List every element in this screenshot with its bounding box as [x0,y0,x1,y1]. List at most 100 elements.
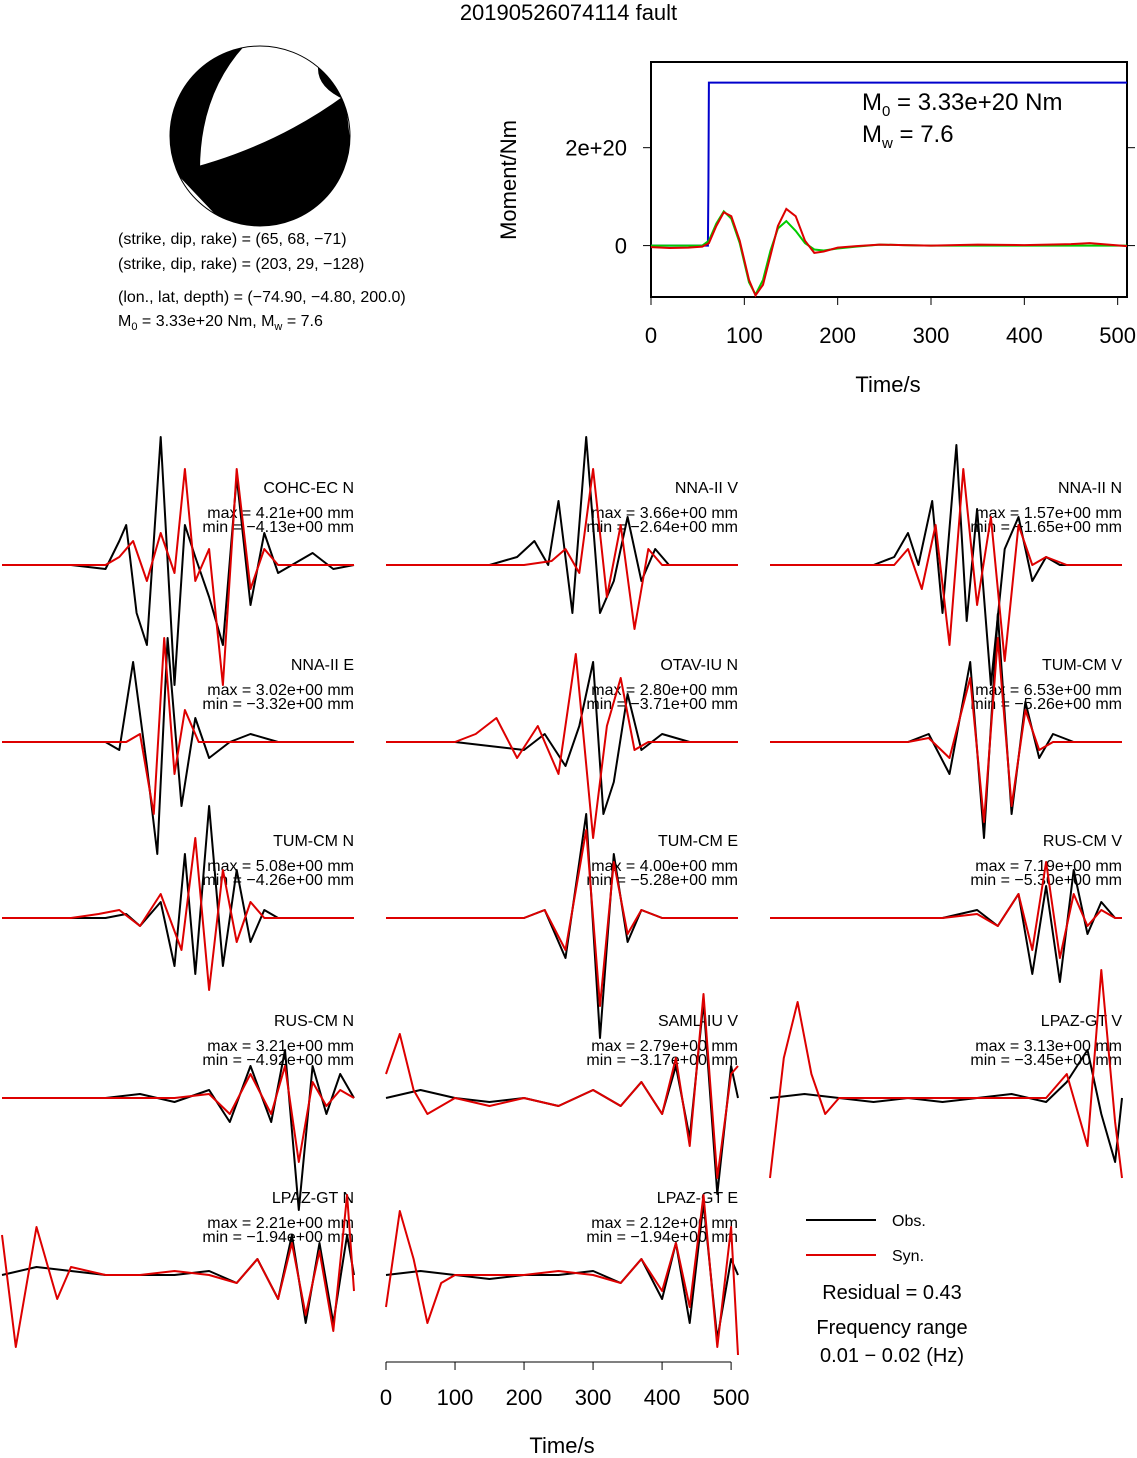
min-amplitude-label: min = −3.32e+00 mm [202,696,354,713]
synthetic-trace [770,637,1122,823]
waveform-time-axis: 0 100 200 300 400 500 Time/s [380,1361,750,1458]
max-amplitude-label: max = 4.21e+00 mm [207,505,354,522]
legend: Obs. Syn. Residual = 0.43 Frequency rang… [806,1213,968,1367]
synthetic-trace [385,993,739,1179]
station-label: LPAZ-GT V [1041,1013,1123,1030]
max-amplitude-label: max = 3.02e+00 mm [207,682,354,699]
min-amplitude-label: min = −5.30e+00 mm [970,872,1122,889]
time-axis-tick-label: 100 [437,1385,474,1410]
max-amplitude-label: max = 1.57e+00 mm [975,505,1122,522]
moment-rate-series-2 [650,207,1128,298]
max-amplitude-label: max = 7.19e+00 mm [975,858,1122,875]
max-amplitude-label: max = 2.21e+00 mm [207,1215,354,1232]
station-label: TUM-CM V [1042,657,1122,674]
time-axis-tick-label: 300 [575,1385,612,1410]
moment-rate-frame [650,61,1128,298]
station-label: OTAV-IU N [660,657,738,674]
moment-rate-x-tick-label: 0 [645,323,657,348]
moment-rate-x-tick-label: 500 [1099,323,1136,348]
synthetic-trace [2,468,354,686]
synthetic-trace [1,1194,355,1348]
mw-main-glyph: M [862,121,882,148]
observed-trace [770,613,1122,839]
station-label: SAML-IU V [658,1013,738,1030]
synthetic-trace [769,969,1123,1179]
beachball [169,45,351,227]
moment-summary: M0 = 3.33e+20 Nm, Mw = 7.6 [118,313,323,333]
residual-text: Residual = 0.43 [822,1282,962,1304]
observed-trace [386,661,738,815]
mw-sub-glyph: w [881,135,893,152]
time-axis-tick-label: 400 [644,1385,681,1410]
station-label: TUM-CM N [273,833,354,850]
legend-obs-label: Obs. [892,1213,926,1230]
station-label: NNA-II V [675,480,738,497]
m0-sub: 0 [131,321,138,334]
max-amplitude-label: max = 3.13e+00 mm [975,1038,1122,1055]
moment-rate-x-tick-label: 100 [726,323,763,348]
time-axis-tick-label: 500 [713,1385,750,1410]
moment-rate-y-label: Moment/Nm [496,120,521,240]
moment-rate-x-tick-label: 300 [913,323,950,348]
max-amplitude-label: max = 6.53e+00 mm [975,682,1122,699]
frequency-label: Frequency range [816,1317,967,1339]
beachball-quadrant-3 [175,95,350,226]
min-amplitude-label: min = −5.26e+00 mm [970,696,1122,713]
time-axis-tick-label: 200 [506,1385,543,1410]
moment-rate-x-tick-label: 200 [819,323,856,348]
observed-trace [1,1234,355,1324]
min-amplitude-label: min = −2.64e+00 mm [586,519,738,536]
station-label: NNA-II N [1058,480,1122,497]
moment-rate-x-label: Time/s [855,372,920,397]
min-amplitude-label: min = −4.92e+00 mm [202,1052,354,1069]
time-axis-label: Time/s [529,1433,594,1458]
moment-rate-x-tick-label: 400 [1006,323,1043,348]
synthetic-trace [386,468,738,630]
synthetic-trace [2,837,354,991]
moment-rate-y-tick-label: 0 [615,234,627,259]
moment-rate-series-1 [651,209,1127,297]
m0-main-glyph: M [862,89,882,116]
mechanism-line-2: (strike, dip, rake) = (203, 29, −128) [118,256,365,273]
synthetic-trace [385,1194,739,1356]
min-amplitude-label: min = −3.45e+00 mm [970,1052,1122,1069]
mechanism-line-1: (strike, dip, rake) = (65, 68, −71) [118,231,347,248]
observed-trace [770,444,1122,686]
max-amplitude-label: max = 5.08e+00 mm [207,858,354,875]
station-label: TUM-CM E [658,833,738,850]
m0-main: M [118,313,132,330]
m0-value: = 3.33e+20 Nm [890,89,1062,116]
moment-annotation-m0: M0 = 3.33e+20 Nm [862,89,1062,120]
synthetic-trace [770,468,1122,662]
synthetic-trace [386,653,738,839]
station-label: RUS-CM V [1043,833,1122,850]
figure-title: 20190526074114 fault [459,0,678,25]
observed-trace [2,805,354,975]
observed-trace [2,436,355,686]
min-amplitude-label: min = −5.28e+00 mm [586,872,738,889]
observed-trace [2,1049,355,1211]
station-label: LPAZ-GT N [272,1190,354,1207]
min-amplitude-label: min = −1.65e+00 mm [970,519,1122,536]
moment-annotation-mw: Mw = 7.6 [862,121,954,152]
max-amplitude-label: max = 3.21e+00 mm [207,1038,354,1055]
station-label: LPAZ-GT E [657,1190,738,1207]
synthetic-trace [770,861,1122,959]
mw-rest: = 7.6 [282,313,323,330]
synthetic-trace [2,637,354,815]
station-label: NNA-II E [291,657,354,674]
